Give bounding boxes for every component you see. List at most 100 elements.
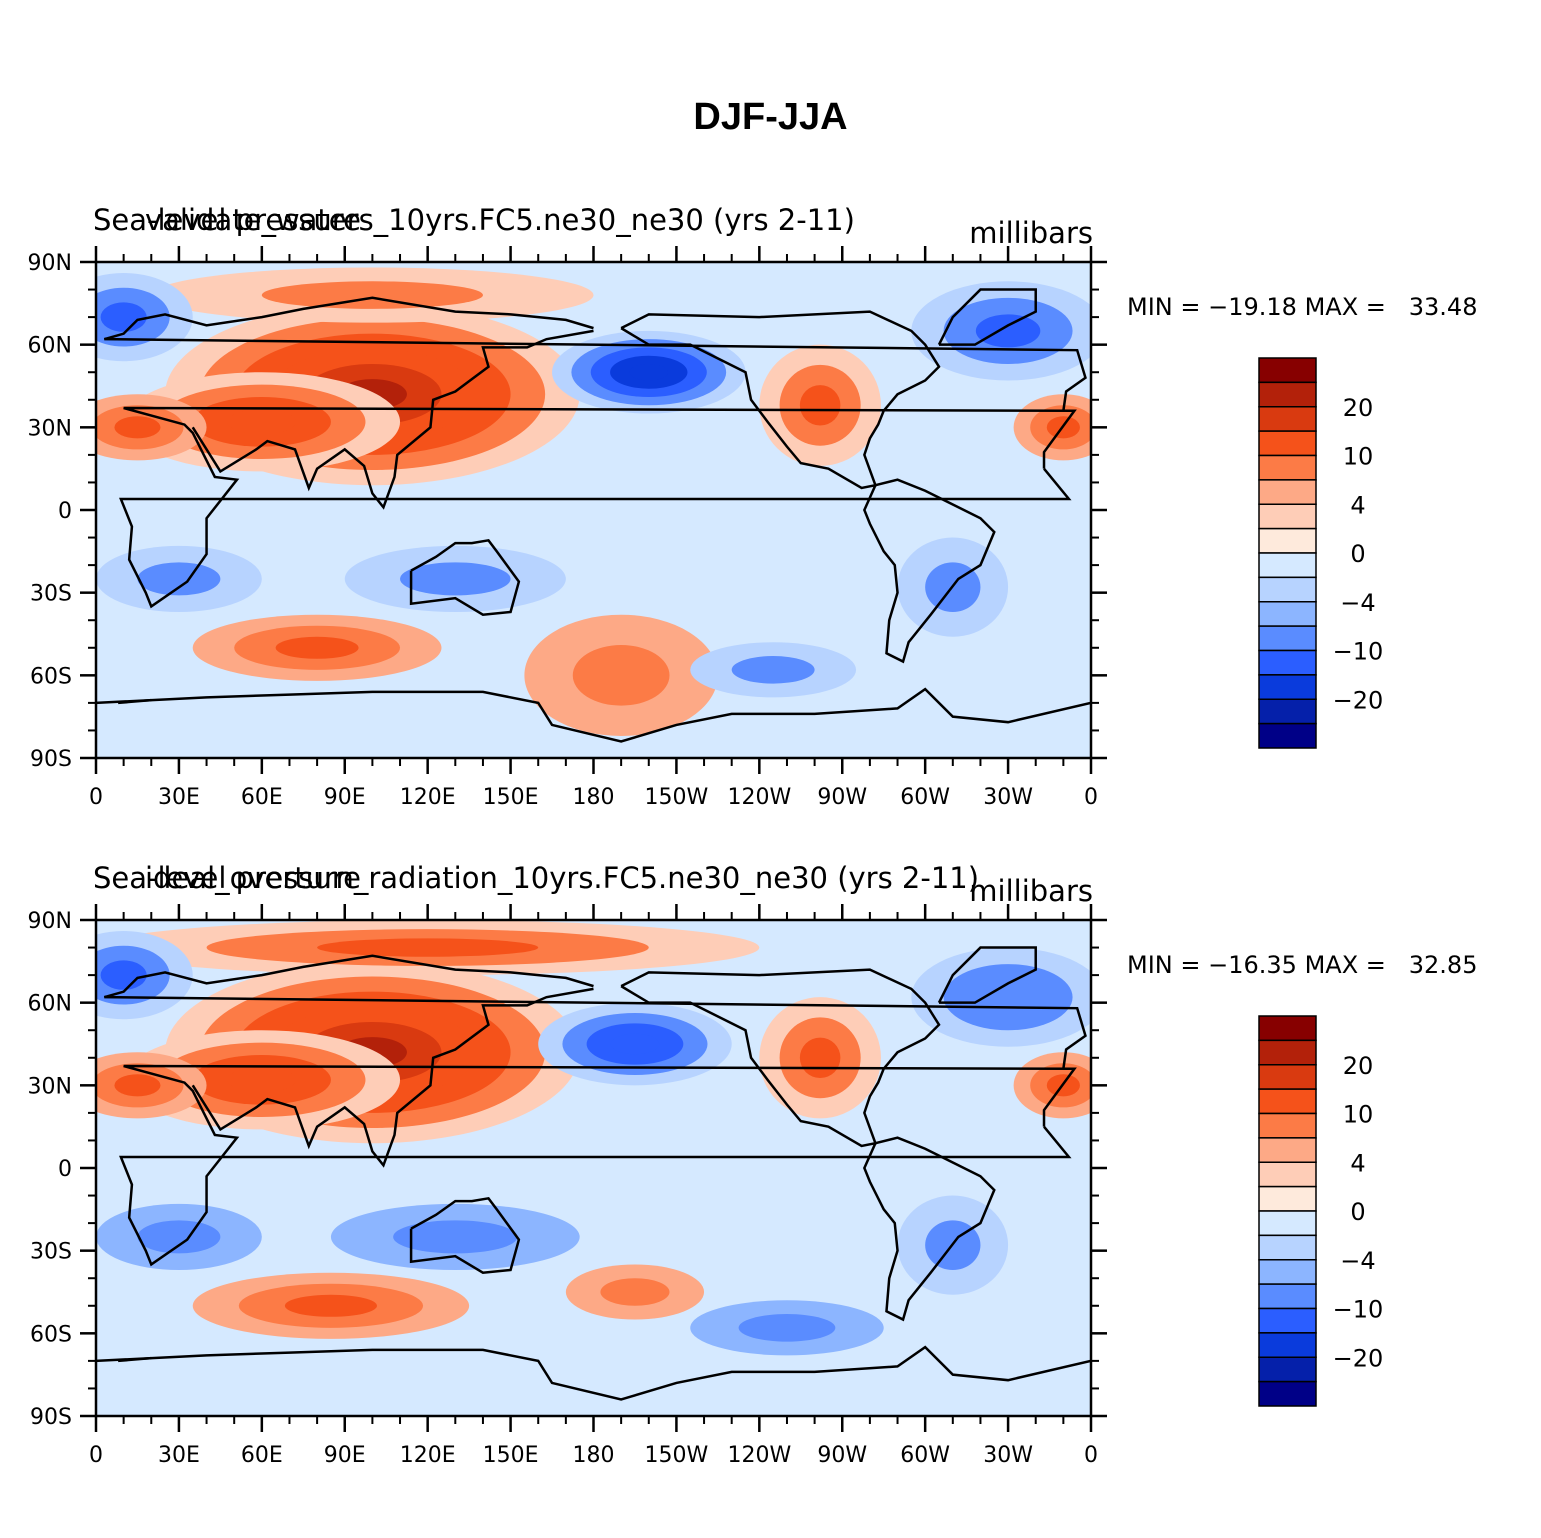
contour-region [114, 416, 161, 439]
lon-label: 0 [1084, 785, 1098, 810]
lon-label: 30W [983, 785, 1033, 810]
contour-region [975, 314, 1041, 348]
coastline [119, 406, 1077, 609]
coastline [118, 698, 152, 705]
contour-region [799, 385, 841, 426]
lon-label: 120W [727, 1443, 791, 1468]
lat-label: 60N [28, 992, 72, 1017]
lat-label: 60N [28, 334, 72, 359]
contour-region [629, 363, 669, 381]
colorbar-box [1258, 479, 1317, 505]
colorbar-box [1258, 1112, 1317, 1139]
panel-left-label: Sea-level pressure [93, 861, 361, 895]
lat-label: 0 [58, 499, 72, 524]
lon-label: 90W [817, 1443, 867, 1468]
lon-label: 60W [900, 785, 950, 810]
coastline [937, 946, 1037, 1004]
lat-label: 90N [28, 251, 72, 276]
lat-label: 90N [28, 909, 72, 934]
lat-label: 30N [28, 416, 72, 441]
lon-label: 0 [1084, 1443, 1098, 1468]
colorbar-box [1258, 649, 1317, 676]
lon-label: 30W [983, 1443, 1033, 1468]
colorbar-label: 0 [1350, 540, 1365, 568]
contour-region [393, 1220, 518, 1254]
colorbar-label: −4 [1340, 589, 1375, 617]
max-value: MAX = 33.48 [1304, 293, 1478, 321]
contour-region [284, 1294, 377, 1317]
min-value: MIN = −19.18 [1127, 293, 1297, 321]
colorbar-box [1258, 1332, 1317, 1358]
lon-label: 120E [400, 1443, 456, 1468]
lon-label: 150E [483, 1443, 539, 1468]
lon-label: 90W [817, 785, 867, 810]
contour-region [610, 1033, 660, 1055]
contour-region [137, 1220, 221, 1254]
lon-label: 150W [645, 1443, 709, 1468]
colorbar-box [1258, 430, 1317, 457]
contour-region [731, 656, 815, 684]
colorbar-box [1258, 674, 1317, 700]
lon-label: 120E [400, 785, 456, 810]
contour-region [100, 302, 147, 332]
colorbar-box [1258, 1283, 1317, 1310]
coastline [863, 1136, 996, 1322]
coastline [409, 1196, 521, 1274]
lon-label: 60E [241, 1443, 283, 1468]
colorbar-box [1258, 1088, 1317, 1115]
lon-label: 60E [241, 785, 283, 810]
colorbar-box [1258, 722, 1317, 749]
colorbar-box [1258, 1234, 1317, 1261]
map-panel-top: Sea-level pressure validate_waters_10yrs… [0, 195, 1541, 835]
lat-label: 90S [30, 747, 72, 772]
lon-label: 30E [158, 1443, 200, 1468]
coastline [119, 1064, 1077, 1267]
colorbar-label: −4 [1340, 1247, 1375, 1275]
coastline [118, 1356, 152, 1363]
panel-case-label: validate_waters_10yrs.FC5.ne30_ne30 (yrs… [145, 203, 855, 237]
lon-label: 150W [645, 785, 709, 810]
contour-region [100, 960, 147, 990]
coastline [103, 296, 1087, 411]
colorbar-label: 20 [1343, 1052, 1374, 1080]
colorbar-box [1258, 1064, 1317, 1090]
colorbar-box [1258, 357, 1317, 384]
coastline [96, 687, 1091, 743]
lon-label: 0 [89, 1443, 103, 1468]
colorbar-label: −10 [1333, 1296, 1384, 1324]
contour-region [975, 980, 1041, 1014]
map-panel-bottom: Sea-level pressure ideal_overturn_radiat… [0, 853, 1541, 1493]
colorbar-box [1258, 1259, 1317, 1285]
lon-label: 30E [158, 785, 200, 810]
colorbar-box [1258, 698, 1317, 725]
lat-label: 60S [30, 1322, 72, 1347]
colorbar-box [1258, 1015, 1317, 1042]
colorbar-box [1258, 552, 1317, 579]
minmax-readout: MIN = −19.18 MAX = 33.48 [1127, 293, 1477, 321]
colorbar-box [1258, 1380, 1317, 1407]
contour-region [227, 1067, 297, 1093]
colorbar-label: −20 [1333, 686, 1384, 714]
colorbar-label: 10 [1343, 1101, 1374, 1129]
lon-label: 180 [573, 785, 615, 810]
panel-case-label: ideal_overturn_radiation_10yrs.FC5.ne30_… [145, 861, 980, 895]
panel-units-label: millibars [969, 874, 1093, 908]
coastline [96, 1345, 1091, 1401]
lon-label: 90E [324, 1443, 366, 1468]
colorbar-label: −10 [1333, 638, 1384, 666]
lat-label: 30N [28, 1074, 72, 1099]
colorbar-box [1258, 601, 1317, 627]
contour-region [317, 938, 539, 957]
coastline [863, 478, 996, 664]
colorbar-label: 20 [1343, 394, 1374, 422]
colorbar-label: 0 [1350, 1198, 1365, 1226]
min-value: MIN = −16.35 [1127, 951, 1297, 979]
contour-region [400, 562, 511, 596]
contour-region [799, 1037, 841, 1078]
lat-label: 90S [30, 1405, 72, 1430]
contour-region [738, 1314, 836, 1342]
colorbar-box [1258, 1210, 1317, 1237]
contour-region [600, 1278, 670, 1306]
colorbar-box [1258, 406, 1317, 432]
colorbar-label: 10 [1343, 443, 1374, 471]
